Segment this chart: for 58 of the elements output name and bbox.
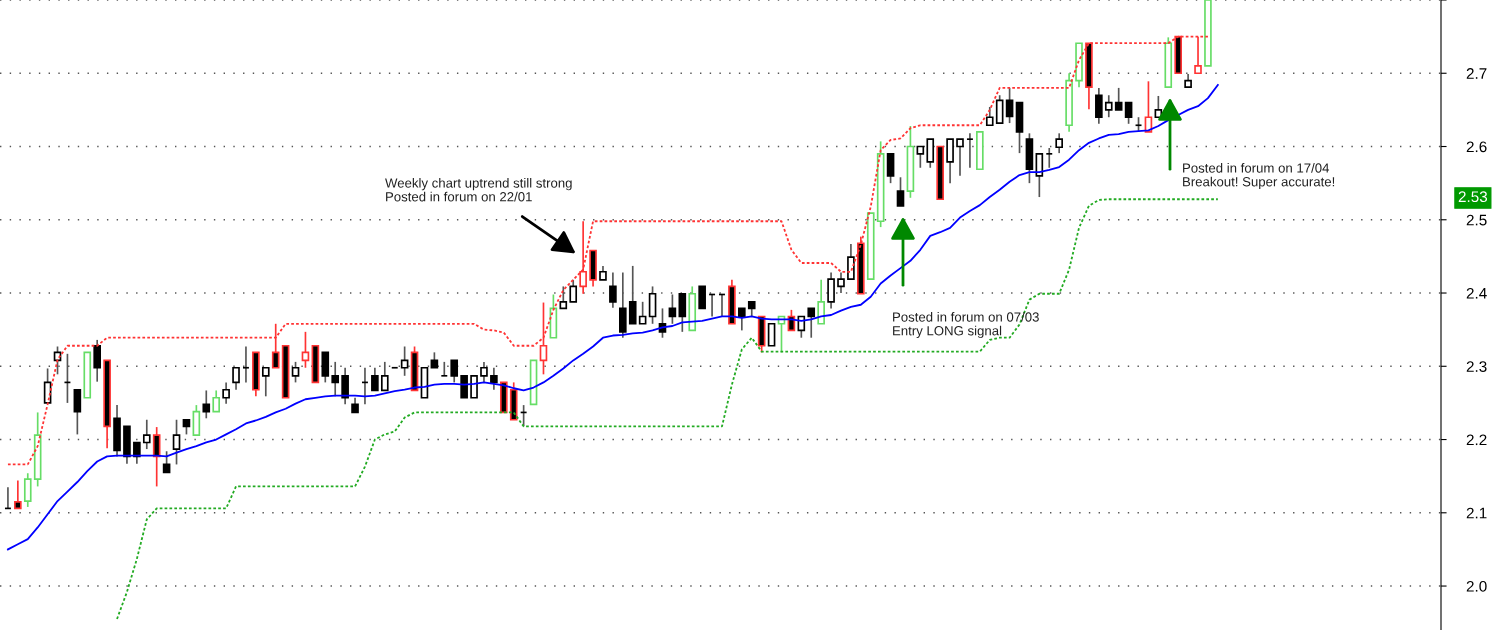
candlestick xyxy=(380,361,389,392)
candlestick xyxy=(896,176,905,207)
candlestick xyxy=(609,271,617,309)
candlestick xyxy=(440,361,449,377)
candlestick xyxy=(1114,87,1123,111)
candlestick xyxy=(222,381,230,405)
candlestick xyxy=(142,418,151,450)
candlestick xyxy=(133,441,141,465)
candlestick xyxy=(579,220,587,295)
candlestick xyxy=(331,361,340,398)
candlestick xyxy=(738,307,746,332)
y-tick-label: 2.5 xyxy=(1466,214,1487,226)
candlestick xyxy=(152,426,161,488)
candlestick xyxy=(212,389,221,413)
candlestick xyxy=(619,271,627,339)
y-tick-label: 2.0 xyxy=(1466,580,1487,592)
candlestick xyxy=(817,279,825,325)
candlestick xyxy=(341,366,349,406)
candlestick xyxy=(490,366,498,391)
annotation: Posted in forum on 17/04 Breakout! Super accurate! xyxy=(1183,163,1335,190)
candlestick xyxy=(93,339,102,383)
candlestick xyxy=(271,322,280,369)
candlestick xyxy=(371,366,379,392)
candlestick xyxy=(837,271,845,294)
y-tick-label: 2.6 xyxy=(1466,141,1487,153)
candlestick xyxy=(628,265,637,325)
candlestick xyxy=(638,300,647,325)
text: 2.53 xyxy=(1458,191,1488,203)
candlestick xyxy=(985,106,994,127)
y-tick-label: 2.2 xyxy=(1466,434,1487,446)
candlestick xyxy=(569,279,578,303)
candlestick xyxy=(767,322,776,347)
candlestick xyxy=(847,243,855,280)
candlestick xyxy=(1104,94,1113,119)
y-tick-label: 2.1 xyxy=(1466,507,1487,519)
annotation: Weekly chart uptrend still strong Posted in forum on 22/01 xyxy=(385,178,572,202)
candlestick xyxy=(1124,101,1133,125)
candlestick xyxy=(1045,147,1054,169)
y-tick-label: 2.4 xyxy=(1466,287,1487,299)
candlestick xyxy=(886,153,895,184)
candlestick xyxy=(698,285,706,310)
candlestick xyxy=(192,404,201,436)
candlestick xyxy=(956,138,964,177)
annotation: Posted in forum on 07/03 Entry LONG signal xyxy=(893,312,1039,339)
candlestick xyxy=(946,138,954,184)
candlestick xyxy=(172,418,181,466)
candlestick xyxy=(202,389,211,420)
candlestick xyxy=(73,388,82,436)
y-tick-label: 2.3 xyxy=(1466,361,1487,372)
candlestick xyxy=(23,472,32,508)
candlestick xyxy=(1095,87,1103,125)
candlestick xyxy=(1055,132,1063,154)
y-tick-label: 2.7 xyxy=(1466,68,1487,79)
candlestick xyxy=(995,94,1004,124)
candlestick xyxy=(321,351,330,384)
candlestick xyxy=(807,307,816,339)
candlestick xyxy=(539,301,548,376)
candlestick xyxy=(14,479,22,510)
